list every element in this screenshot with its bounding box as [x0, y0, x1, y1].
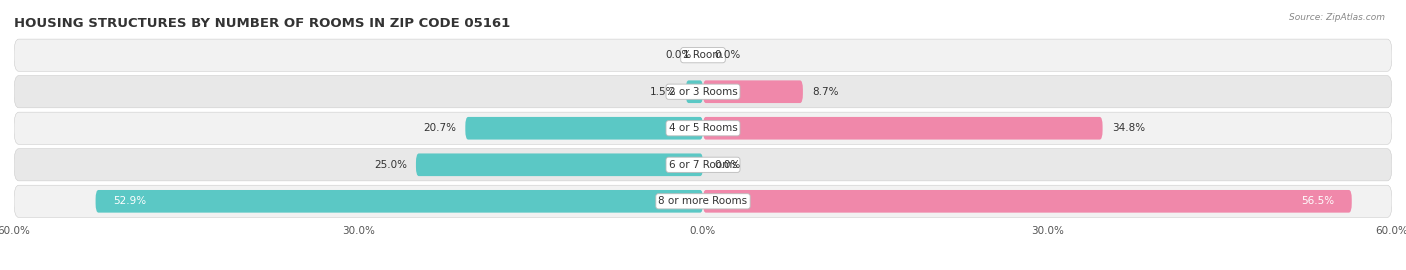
FancyBboxPatch shape: [96, 190, 703, 213]
Text: 8.7%: 8.7%: [813, 87, 838, 97]
FancyBboxPatch shape: [703, 80, 803, 103]
Text: 20.7%: 20.7%: [423, 123, 456, 133]
Text: 56.5%: 56.5%: [1302, 196, 1334, 206]
FancyBboxPatch shape: [14, 76, 1392, 108]
Text: 25.0%: 25.0%: [374, 160, 406, 170]
FancyBboxPatch shape: [686, 80, 703, 103]
FancyBboxPatch shape: [416, 153, 703, 176]
FancyBboxPatch shape: [14, 149, 1392, 181]
Text: HOUSING STRUCTURES BY NUMBER OF ROOMS IN ZIP CODE 05161: HOUSING STRUCTURES BY NUMBER OF ROOMS IN…: [14, 17, 510, 30]
Text: 0.0%: 0.0%: [665, 50, 692, 60]
Text: 1 Room: 1 Room: [683, 50, 723, 60]
Text: 0.0%: 0.0%: [714, 160, 741, 170]
FancyBboxPatch shape: [465, 117, 703, 140]
Text: 6 or 7 Rooms: 6 or 7 Rooms: [669, 160, 737, 170]
Text: 52.9%: 52.9%: [112, 196, 146, 206]
Text: 1.5%: 1.5%: [650, 87, 676, 97]
Text: Source: ZipAtlas.com: Source: ZipAtlas.com: [1289, 14, 1385, 22]
Text: 0.0%: 0.0%: [714, 50, 741, 60]
FancyBboxPatch shape: [14, 112, 1392, 144]
Text: 34.8%: 34.8%: [1112, 123, 1144, 133]
Text: 2 or 3 Rooms: 2 or 3 Rooms: [669, 87, 737, 97]
Text: 8 or more Rooms: 8 or more Rooms: [658, 196, 748, 206]
FancyBboxPatch shape: [703, 117, 1102, 140]
FancyBboxPatch shape: [14, 39, 1392, 71]
Text: 4 or 5 Rooms: 4 or 5 Rooms: [669, 123, 737, 133]
FancyBboxPatch shape: [703, 190, 1351, 213]
FancyBboxPatch shape: [14, 185, 1392, 217]
